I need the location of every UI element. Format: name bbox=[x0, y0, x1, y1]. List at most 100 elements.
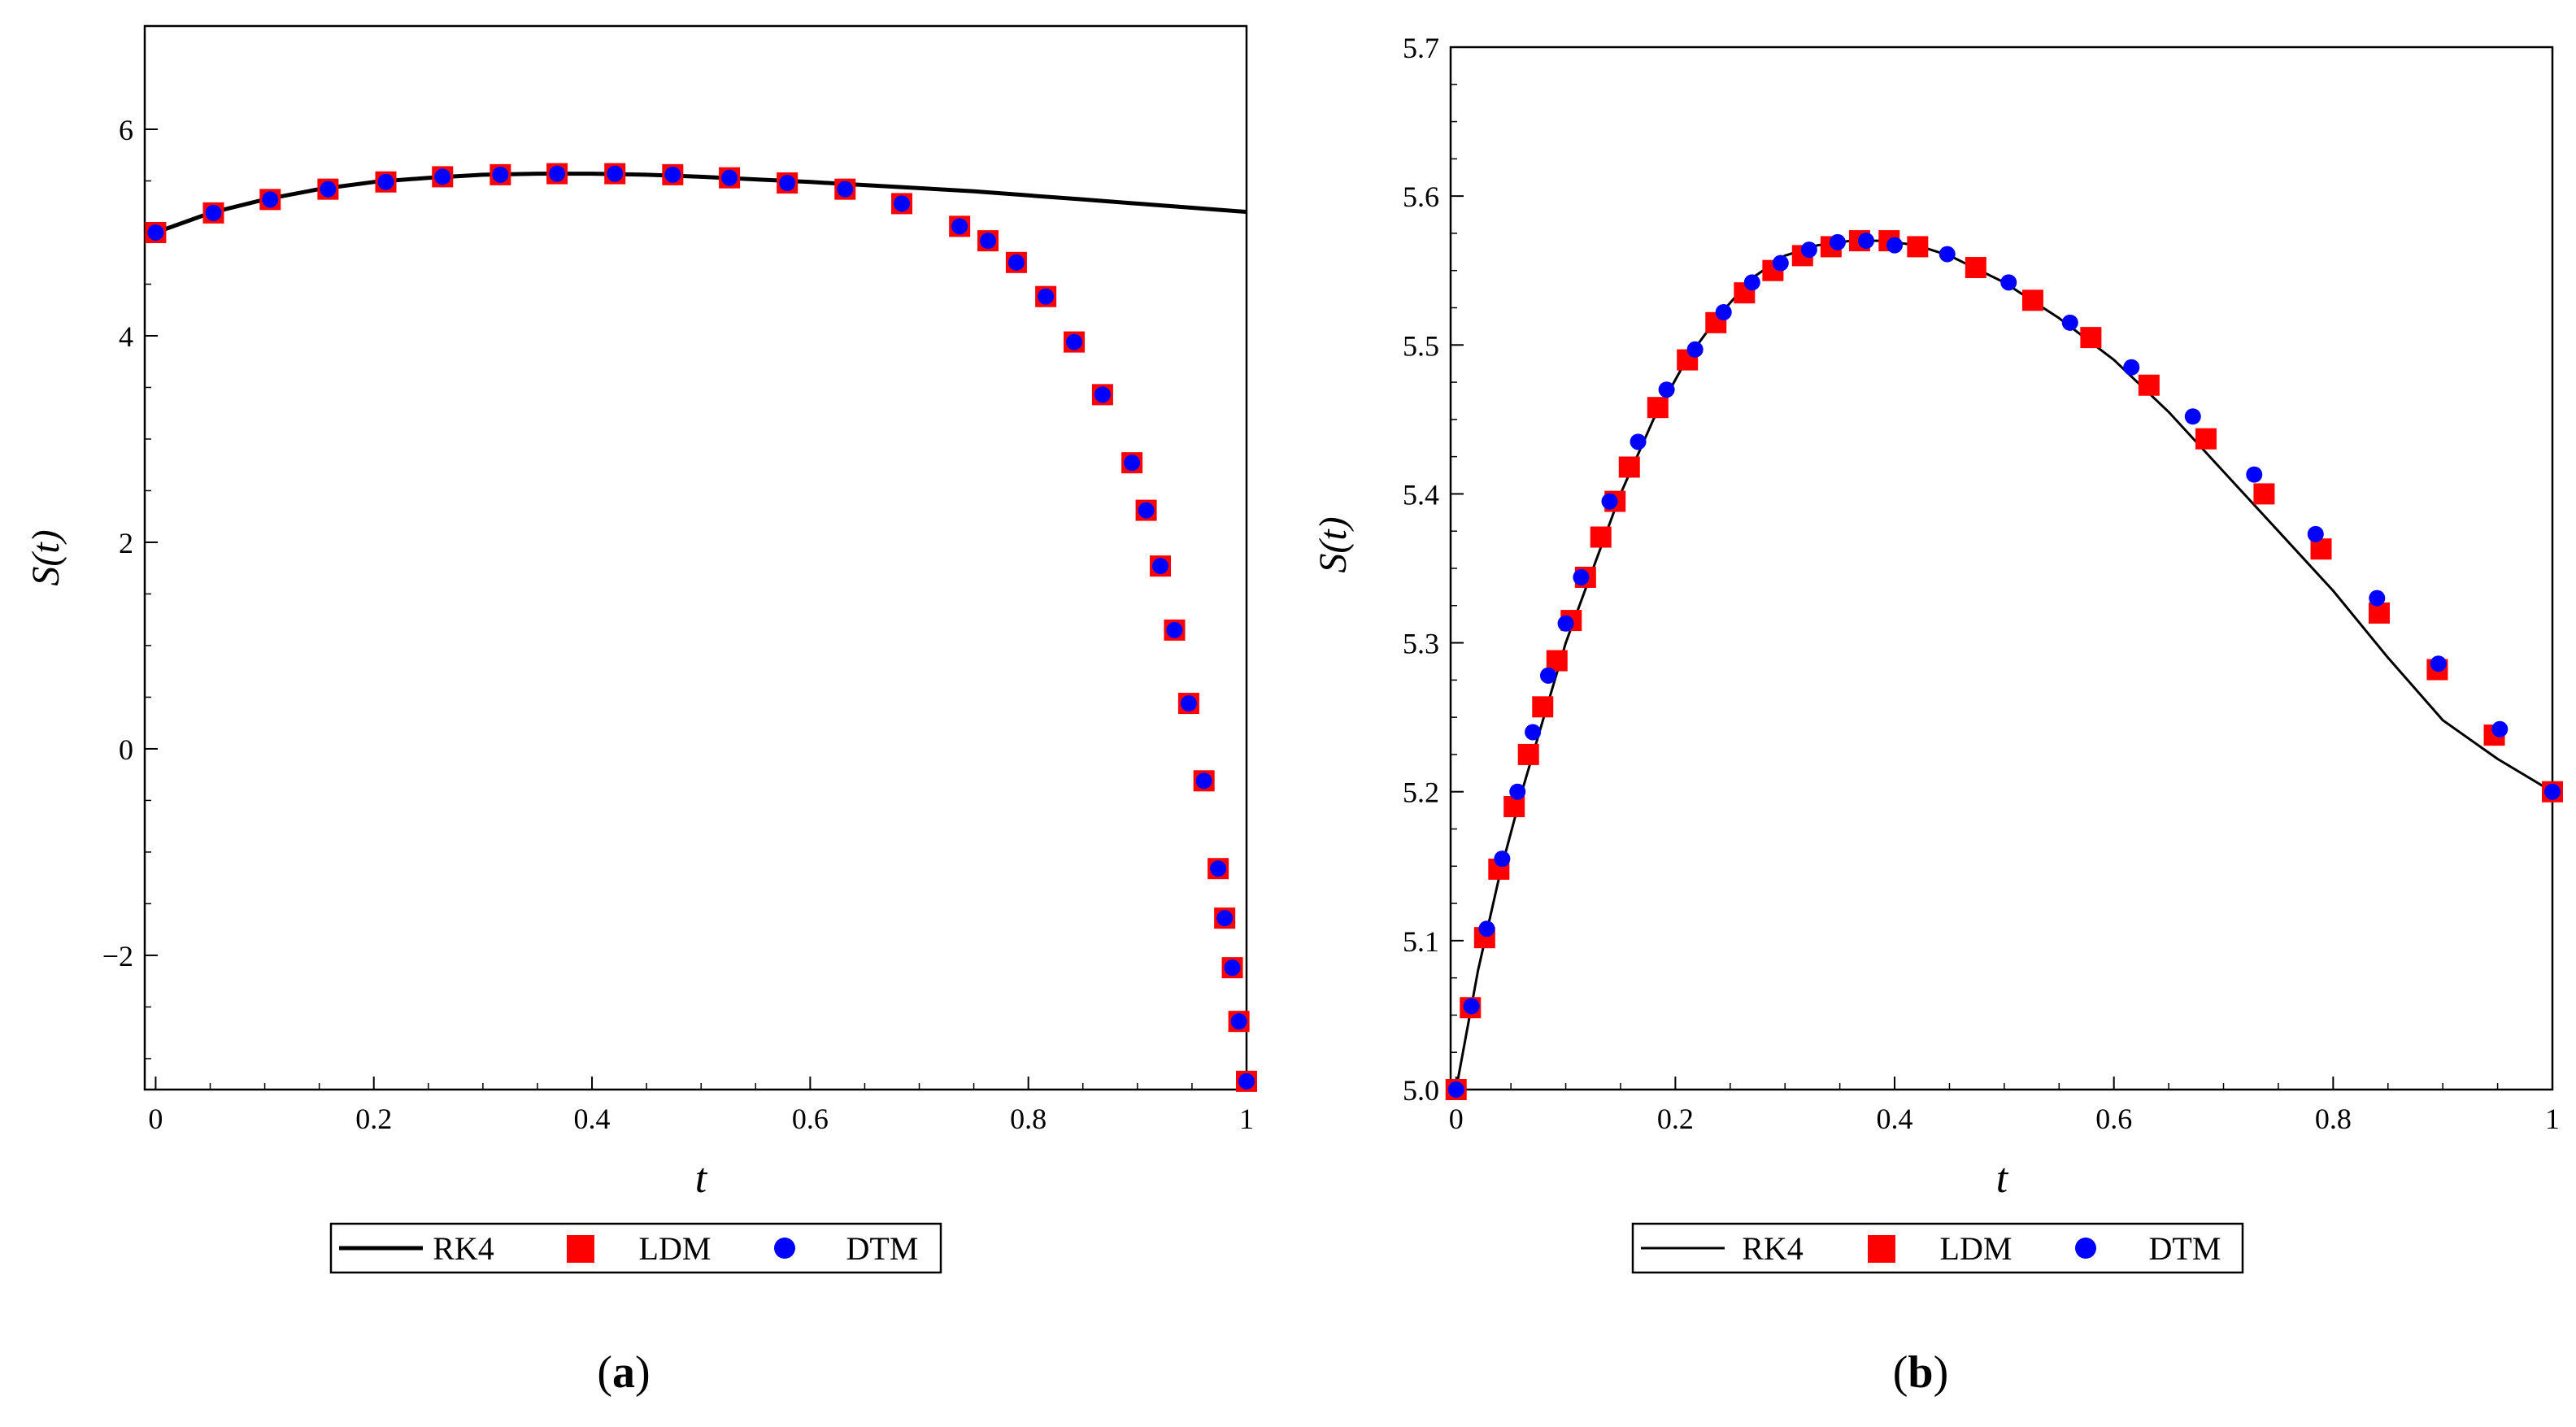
point-dtm bbox=[779, 175, 796, 192]
legend-square-icon-a bbox=[567, 1235, 594, 1263]
point-ldm bbox=[1907, 236, 1929, 258]
point-dtm bbox=[1509, 783, 1526, 800]
point-dtm bbox=[1152, 558, 1169, 575]
point-ldm bbox=[1965, 257, 1986, 279]
point-dtm bbox=[1886, 237, 1904, 254]
point-ldm bbox=[1517, 743, 1539, 765]
point-dtm bbox=[1166, 621, 1183, 638]
point-dtm bbox=[2061, 314, 2078, 331]
point-dtm bbox=[894, 195, 911, 212]
point-dtm bbox=[2184, 408, 2201, 425]
x-tick-label: 0.4 bbox=[574, 1103, 611, 1135]
point-ldm bbox=[2138, 374, 2160, 396]
point-dtm bbox=[492, 166, 509, 183]
y-tick-label: 2 bbox=[119, 527, 133, 559]
point-dtm bbox=[1494, 851, 1511, 868]
point-dtm bbox=[1772, 255, 1789, 272]
point-ldm bbox=[2253, 483, 2275, 505]
plot-frame-a bbox=[143, 24, 1248, 1091]
legend-frame-b bbox=[1631, 1222, 2244, 1274]
svg-text:(b): (b) bbox=[1893, 1347, 1948, 1398]
legend-square-icon-b bbox=[1868, 1235, 1895, 1263]
legend-b: RK4 LDM DTM bbox=[1631, 1222, 2244, 1274]
y-tick-label: 5.5 bbox=[1403, 329, 1439, 362]
point-ldm bbox=[1532, 696, 1554, 718]
panel-letter-a: a bbox=[612, 1347, 635, 1398]
point-dtm bbox=[1180, 695, 1197, 712]
point-dtm bbox=[549, 165, 566, 182]
point-dtm bbox=[147, 224, 164, 241]
point-dtm bbox=[2430, 655, 2447, 672]
x-tick-label: 0.8 bbox=[2315, 1103, 2352, 1135]
point-dtm bbox=[434, 168, 451, 185]
point-dtm bbox=[262, 191, 279, 208]
point-dtm bbox=[2369, 590, 2386, 607]
x-tick-label: 0.6 bbox=[2095, 1103, 2132, 1135]
y-tick-label: 5.6 bbox=[1403, 181, 1439, 213]
point-dtm bbox=[2000, 274, 2017, 291]
legend-label-dtm-b: DTM bbox=[2149, 1230, 2221, 1267]
legend-label-dtm-a: DTM bbox=[846, 1230, 919, 1267]
point-dtm bbox=[1525, 724, 1542, 741]
point-ldm bbox=[1647, 397, 1669, 419]
point-dtm bbox=[205, 204, 222, 221]
point-dtm bbox=[1238, 1072, 1255, 1090]
point-ldm bbox=[2021, 289, 2043, 311]
point-dtm bbox=[2307, 525, 2324, 542]
series-b bbox=[1445, 230, 2563, 1100]
x-tick-label: 0.2 bbox=[1657, 1103, 1694, 1135]
point-dtm bbox=[1715, 303, 1732, 320]
legend-label-rk4-a: RK4 bbox=[433, 1230, 494, 1267]
point-dtm bbox=[1007, 254, 1025, 271]
point-dtm bbox=[1094, 386, 1111, 403]
point-dtm bbox=[1857, 233, 1874, 250]
point-dtm bbox=[951, 218, 968, 235]
x-tick-label: 0 bbox=[1449, 1103, 1464, 1135]
panel-letter-b: b bbox=[1908, 1347, 1933, 1398]
point-dtm bbox=[837, 181, 854, 198]
point-dtm bbox=[2544, 783, 2561, 800]
y-tick-label: 5.2 bbox=[1403, 777, 1439, 809]
ylabel-a: S(t) bbox=[24, 529, 67, 585]
legend-label-ldm-a: LDM bbox=[639, 1230, 711, 1267]
point-dtm bbox=[1038, 288, 1055, 305]
point-ldm bbox=[2368, 602, 2390, 624]
point-dtm bbox=[2491, 720, 2509, 737]
point-dtm bbox=[1066, 333, 1083, 350]
point-dtm bbox=[1447, 1081, 1464, 1098]
y-tick-label: 6 bbox=[119, 114, 133, 146]
legend-label-ldm-b: LDM bbox=[1940, 1230, 2012, 1267]
x-tick-label: 0.4 bbox=[1877, 1103, 1913, 1135]
point-dtm bbox=[1557, 615, 1574, 632]
point-dtm bbox=[1800, 241, 1817, 259]
point-dtm bbox=[1478, 920, 1495, 938]
point-dtm bbox=[1539, 667, 1556, 684]
y-tick-label: 4 bbox=[119, 320, 133, 353]
point-dtm bbox=[607, 165, 624, 182]
point-dtm bbox=[2123, 359, 2140, 376]
point-dtm bbox=[1195, 772, 1212, 790]
legend-circle-icon-a bbox=[774, 1238, 795, 1259]
xlabel-b: t bbox=[1996, 1155, 2009, 1202]
point-dtm bbox=[1210, 860, 1227, 877]
point-ldm bbox=[2195, 428, 2217, 450]
point-dtm bbox=[1216, 910, 1234, 927]
x-tick-label: 0.6 bbox=[792, 1103, 829, 1135]
x-tick-label: 1 bbox=[1239, 1103, 1254, 1135]
panel-b: 0 0.2 0.4 0.6 0.8 1 5.0 5.1 5.2 5.3 5.4 5.5 5.6 5.7 S… bbox=[1312, 32, 2563, 1398]
x-tick-label: 1 bbox=[2545, 1103, 2560, 1135]
x-tick-label: 0.8 bbox=[1010, 1103, 1046, 1135]
x-tick-label: 0 bbox=[148, 1103, 163, 1135]
xlabel-a: t bbox=[695, 1155, 708, 1202]
series-a bbox=[145, 163, 1257, 1092]
legend-label-rk4-b: RK4 bbox=[1742, 1230, 1804, 1267]
point-dtm bbox=[1829, 233, 1846, 250]
point-dtm bbox=[980, 233, 997, 250]
point-dtm bbox=[1658, 381, 1675, 398]
point-dtm bbox=[1601, 493, 1618, 510]
ticks-a: 0 0.2 0.4 0.6 0.8 1 −2 0 2 4 6 bbox=[102, 114, 1254, 1135]
